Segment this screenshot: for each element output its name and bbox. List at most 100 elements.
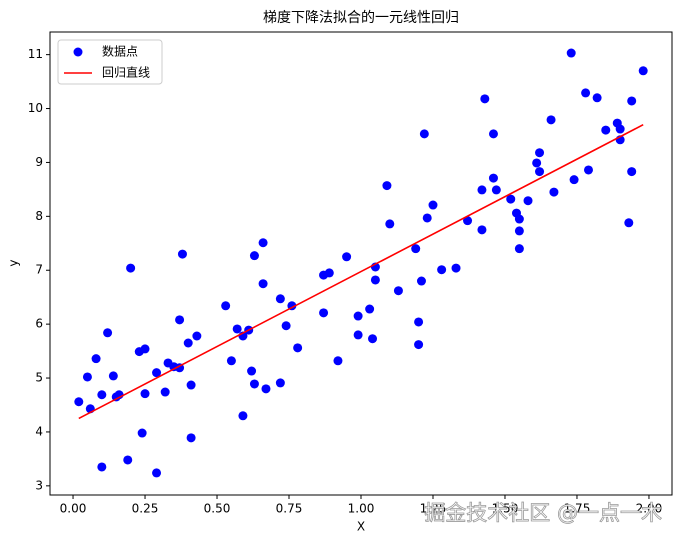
data-point — [638, 66, 648, 76]
data-point — [258, 279, 268, 289]
data-point — [382, 181, 392, 191]
x-tick-label: 1.25 — [420, 502, 447, 516]
data-point — [126, 263, 136, 273]
data-point — [365, 304, 375, 314]
x-tick-label: 1.75 — [564, 502, 591, 516]
data-point — [74, 397, 84, 407]
watermark: 掘金技术社区 @一点一木 — [424, 501, 662, 525]
data-point — [226, 356, 236, 366]
y-tick-label: 5 — [35, 371, 43, 385]
data-point — [624, 218, 634, 228]
data-point — [514, 244, 524, 254]
data-point — [419, 129, 429, 139]
legend-marker — [73, 47, 83, 57]
data-point — [414, 317, 424, 327]
data-point — [368, 334, 378, 344]
data-point — [393, 286, 403, 296]
data-point — [152, 368, 162, 378]
data-point — [416, 276, 426, 286]
x-tick-label: 0.00 — [60, 502, 87, 516]
y-tick-label: 3 — [35, 478, 43, 492]
data-point — [615, 124, 625, 134]
data-point — [627, 167, 637, 177]
data-point — [97, 462, 107, 472]
data-point — [370, 275, 380, 285]
data-point — [523, 196, 533, 206]
data-point — [82, 372, 92, 382]
data-point — [123, 455, 133, 465]
data-point — [385, 219, 395, 229]
data-point — [238, 411, 248, 421]
data-point — [249, 379, 259, 389]
data-point — [281, 321, 291, 331]
x-tick-label: 0.50 — [204, 502, 231, 516]
data-point — [411, 244, 421, 254]
data-point — [514, 226, 524, 236]
data-point — [535, 167, 545, 177]
y-tick-label: 8 — [35, 209, 43, 223]
data-point — [342, 252, 352, 262]
data-point — [451, 263, 461, 273]
data-point — [258, 238, 268, 248]
data-point — [247, 366, 257, 376]
data-point — [414, 340, 424, 350]
plot-frame — [49, 31, 673, 496]
chart-title: 梯度下降法拟合的一元线性回归 — [263, 9, 459, 26]
data-point — [477, 225, 487, 235]
data-point — [91, 354, 101, 364]
data-point — [249, 251, 259, 261]
data-point — [275, 378, 285, 388]
x-tick-label: 0.25 — [132, 502, 159, 516]
data-point — [592, 93, 602, 103]
data-point — [535, 148, 545, 158]
data-point — [333, 356, 343, 366]
data-point — [583, 165, 593, 175]
data-point — [192, 331, 202, 341]
data-point — [103, 328, 113, 338]
y-tick-label: 4 — [35, 424, 43, 438]
data-point — [108, 371, 118, 381]
data-point — [480, 94, 490, 104]
y-tick-label: 11 — [28, 47, 43, 61]
y-tick-label: 7 — [35, 263, 43, 277]
x-tick-label: 1.50 — [492, 502, 519, 516]
data-point — [488, 173, 498, 183]
data-point — [491, 185, 501, 195]
x-tick-label: 1.00 — [348, 502, 375, 516]
data-point — [137, 428, 147, 438]
data-point — [175, 315, 185, 325]
data-point — [549, 187, 559, 197]
data-point — [221, 301, 231, 311]
y-axis-label: y — [7, 259, 21, 266]
data-point — [488, 129, 498, 139]
data-point — [140, 344, 150, 354]
data-point — [177, 249, 187, 259]
data-point — [601, 125, 611, 135]
x-axis-label: X — [357, 520, 365, 534]
data-point — [186, 433, 196, 443]
data-point — [324, 268, 334, 278]
data-point — [353, 311, 363, 321]
data-point — [232, 324, 242, 334]
legend-label: 回归直线 — [102, 66, 150, 80]
data-point — [566, 48, 576, 58]
data-point — [514, 214, 524, 224]
data-point — [437, 265, 447, 275]
data-point — [581, 88, 591, 98]
data-point — [261, 384, 271, 394]
data-point — [353, 330, 363, 340]
data-point — [140, 389, 150, 399]
data-point — [97, 390, 107, 400]
data-point — [532, 158, 542, 168]
data-point — [546, 115, 556, 125]
y-tick-label: 6 — [35, 317, 43, 331]
y-tick-label: 9 — [35, 155, 43, 169]
data-point — [506, 194, 516, 204]
data-point — [152, 468, 162, 478]
y-tick-label: 10 — [28, 101, 43, 115]
data-point — [428, 200, 438, 210]
data-point — [319, 308, 329, 318]
data-point — [477, 185, 487, 195]
